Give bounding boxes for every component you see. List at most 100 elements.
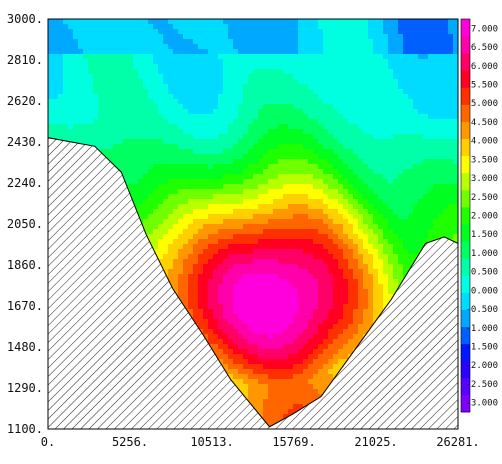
contour-cell bbox=[293, 254, 299, 260]
contour-cell bbox=[258, 109, 264, 115]
contour-cell bbox=[343, 169, 349, 175]
contour-cell bbox=[263, 364, 269, 370]
contour-cell bbox=[198, 34, 204, 40]
contour-cell bbox=[168, 174, 174, 180]
contour-cell bbox=[178, 279, 184, 285]
contour-cell bbox=[343, 44, 349, 50]
contour-cell bbox=[188, 104, 194, 110]
contour-cell bbox=[343, 254, 349, 260]
contour-cell bbox=[338, 284, 344, 290]
contour-cell bbox=[313, 109, 319, 115]
contour-cell bbox=[208, 84, 214, 90]
contour-cell bbox=[223, 119, 229, 125]
contour-cell bbox=[268, 399, 274, 405]
contour-cell bbox=[78, 64, 84, 70]
contour-cell bbox=[293, 34, 299, 40]
contour-cell bbox=[223, 329, 229, 335]
contour-cell bbox=[303, 229, 309, 235]
contour-cell bbox=[288, 184, 294, 190]
contour-cell bbox=[123, 74, 129, 80]
contour-cell bbox=[313, 59, 319, 65]
contour-cell bbox=[228, 84, 234, 90]
contour-cell bbox=[213, 139, 219, 145]
contour-cell bbox=[168, 74, 174, 80]
contour-cell bbox=[213, 169, 219, 175]
contour-cell bbox=[133, 49, 139, 55]
contour-cell bbox=[193, 304, 199, 310]
contour-cell bbox=[188, 154, 194, 160]
contour-cell bbox=[178, 169, 184, 175]
contour-cell bbox=[218, 139, 224, 145]
contour-cell bbox=[238, 314, 244, 320]
contour-cell bbox=[283, 319, 289, 325]
contour-cell bbox=[313, 334, 319, 340]
contour-cell bbox=[238, 239, 244, 245]
contour-cell bbox=[343, 79, 349, 85]
contour-cell bbox=[183, 244, 189, 250]
contour-cell bbox=[283, 79, 289, 85]
contour-cell bbox=[323, 334, 329, 340]
contour-cell bbox=[258, 289, 264, 295]
contour-cell bbox=[173, 54, 179, 60]
contour-cell bbox=[103, 129, 109, 135]
contour-cell bbox=[328, 184, 334, 190]
contour-cell bbox=[303, 29, 309, 35]
contour-cell bbox=[293, 84, 299, 90]
contour-cell bbox=[108, 64, 114, 70]
contour-cell bbox=[198, 24, 204, 30]
contour-cell bbox=[218, 29, 224, 35]
contour-cell bbox=[143, 149, 149, 155]
contour-cell bbox=[348, 109, 354, 115]
contour-cell bbox=[243, 369, 249, 375]
contour-cell bbox=[248, 214, 254, 220]
contour-cell bbox=[278, 284, 284, 290]
contour-cell bbox=[138, 149, 144, 155]
contour-cell bbox=[343, 209, 349, 215]
contour-cell bbox=[268, 119, 274, 125]
contour-cell bbox=[163, 134, 169, 140]
contour-cell bbox=[133, 99, 139, 105]
contour-cell bbox=[228, 174, 234, 180]
contour-cell bbox=[333, 64, 339, 70]
contour-cell bbox=[298, 19, 304, 25]
contour-cell bbox=[278, 409, 284, 415]
contour-cell bbox=[308, 214, 314, 220]
contour-cell bbox=[128, 114, 134, 120]
contour-cell bbox=[278, 359, 284, 365]
contour-cell bbox=[273, 39, 279, 45]
contour-cell bbox=[188, 229, 194, 235]
contour-cell bbox=[173, 39, 179, 45]
contour-cell bbox=[348, 299, 354, 305]
contour-cell bbox=[143, 64, 149, 70]
contour-cell bbox=[223, 364, 229, 370]
contour-cell bbox=[313, 129, 319, 135]
contour-cell bbox=[318, 169, 324, 175]
contour-cell bbox=[348, 339, 354, 345]
contour-cell bbox=[323, 384, 329, 390]
contour-cell bbox=[298, 354, 304, 360]
contour-cell bbox=[213, 314, 219, 320]
contour-cell bbox=[228, 189, 234, 195]
contour-cell bbox=[178, 289, 184, 295]
contour-cell bbox=[68, 24, 74, 30]
contour-cell bbox=[313, 44, 319, 50]
contour-cell bbox=[108, 74, 114, 80]
contour-cell bbox=[188, 234, 194, 240]
contour-cell bbox=[283, 344, 289, 350]
contour-cell bbox=[83, 34, 89, 40]
contour-cell bbox=[268, 39, 274, 45]
contour-cell bbox=[288, 119, 294, 125]
contour-cell bbox=[268, 239, 274, 245]
contour-cell bbox=[313, 379, 319, 385]
contour-cell bbox=[198, 154, 204, 160]
contour-cell bbox=[233, 364, 239, 370]
contour-cell bbox=[258, 254, 264, 260]
contour-cell bbox=[293, 329, 299, 335]
contour-cell bbox=[203, 129, 209, 135]
contour-cell bbox=[178, 254, 184, 260]
contour-cell bbox=[243, 209, 249, 215]
contour-cell bbox=[248, 269, 254, 275]
contour-cell bbox=[343, 304, 349, 310]
contour-cell bbox=[298, 89, 304, 95]
contour-cell bbox=[308, 324, 314, 330]
